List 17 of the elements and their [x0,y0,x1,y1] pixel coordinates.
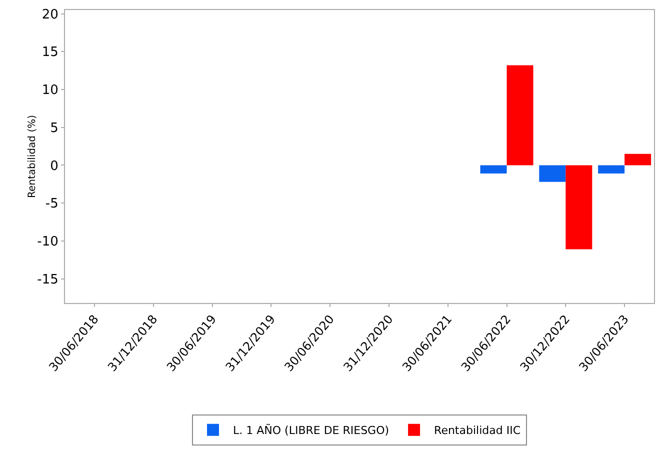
y-tick-label: -10 [37,234,58,250]
y-tick-label: 5 [50,120,58,136]
bar [624,154,652,166]
legend-label: L. 1 AÑO (LIBRE DE RIESGO) [233,423,390,438]
y-tick-label: 0 [50,158,58,174]
y-axis-title: Rentabilidad (%) [27,114,38,198]
y-tick-label: 10 [42,83,58,98]
bar [598,165,625,174]
y-tick-label: -15 [37,272,58,288]
bar [539,165,566,182]
bar [480,165,507,174]
bar [566,165,592,250]
y-tick-label: 20 [42,7,58,22]
bar [506,65,534,166]
y-tick-label: 15 [42,45,58,60]
legend-label: Rentabilidad IIC [434,424,521,438]
y-tick-label: -5 [45,196,58,212]
